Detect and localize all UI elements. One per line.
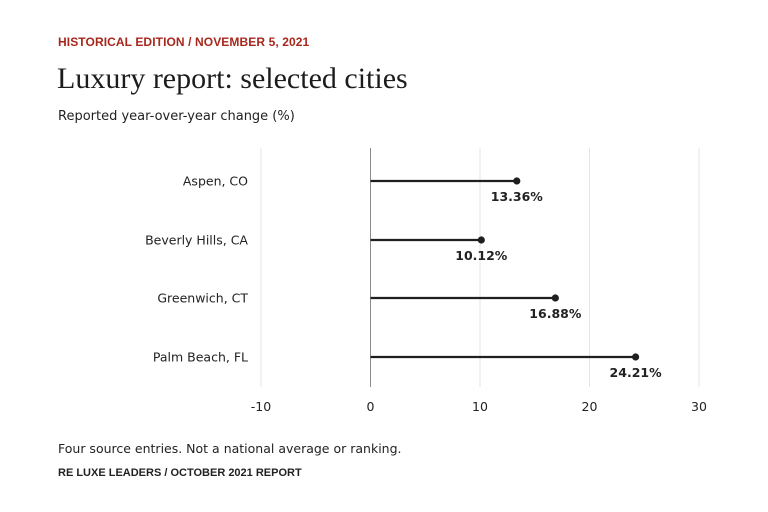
x-axis-ticks: -10 0 10 20 30 bbox=[251, 399, 707, 414]
value-label: 24.21% bbox=[610, 365, 663, 380]
chart-subtitle: Reported year-over-year change (%) bbox=[58, 109, 295, 124]
lollipop-dot bbox=[551, 294, 559, 302]
x-tick-label: -10 bbox=[251, 399, 271, 414]
value-label: 16.88% bbox=[529, 306, 582, 321]
category-label: Beverly Hills, CA bbox=[145, 233, 248, 248]
category-label: Greenwich, CT bbox=[157, 291, 248, 306]
value-label: 13.36% bbox=[491, 189, 544, 204]
lollipop-dot bbox=[477, 236, 485, 244]
x-tick-label: 30 bbox=[691, 399, 707, 414]
lollipop-dot bbox=[631, 353, 640, 361]
lollipop-dot bbox=[513, 177, 521, 185]
source-credit: RE LUXE LEADERS / OCTOBER 2021 REPORT bbox=[58, 467, 302, 479]
x-tick-label: 0 bbox=[367, 399, 375, 414]
edition-kicker: HISTORICAL EDITION / NOVEMBER 5, 2021 bbox=[58, 35, 310, 49]
x-tick-label: 10 bbox=[472, 399, 488, 414]
x-tick-label: 20 bbox=[582, 399, 598, 414]
gridlines bbox=[260, 148, 700, 387]
category-label: Aspen, CO bbox=[183, 174, 248, 189]
category-label: Palm Beach, FL bbox=[153, 350, 248, 365]
footnote: Four source entries. Not a national aver… bbox=[58, 441, 402, 456]
data-marks bbox=[370, 177, 640, 361]
value-label: 10.12% bbox=[455, 248, 508, 263]
value-labels: 13.36% 10.12% 16.88% 24.21% bbox=[455, 189, 662, 380]
chart-title: Luxury report: selected cities bbox=[57, 62, 408, 95]
category-labels: Aspen, CO Beverly Hills, CA Greenwich, CT P… bbox=[145, 174, 248, 365]
